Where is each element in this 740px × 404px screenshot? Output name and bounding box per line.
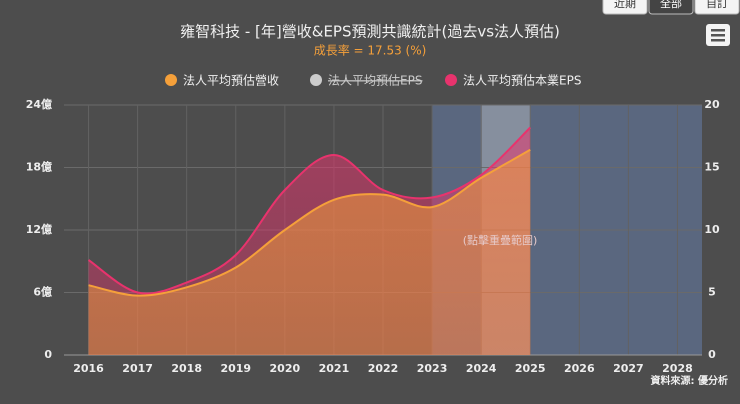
button[interactable] (694, 0, 740, 15)
legend-marker (165, 74, 177, 86)
chart-title: 雍智科技 - [年]營收&EPS預測共識統計(過去vs法人預估) (180, 23, 560, 41)
x-tick-label: 2021 (319, 362, 350, 375)
x-tick-label: 2016 (73, 362, 104, 375)
x-tick-label: 2025 (515, 362, 546, 375)
x-tick-label: 2026 (564, 362, 595, 375)
chart-subtitle: 成長率 = 17.53 (%) (314, 43, 427, 58)
range-buttons: 近期 全部 自訂 (602, 0, 740, 15)
menu-bar (711, 34, 725, 37)
y-tick-label: 0 (44, 348, 52, 361)
series-line (88, 148, 531, 297)
x-tick-label: 2027 (613, 362, 644, 375)
button[interactable] (602, 0, 648, 15)
y-tick-label: 6億 (33, 285, 52, 299)
y-tick-label: 12億 (26, 222, 52, 236)
y2-tick-label: 20 (704, 98, 720, 111)
x-tick-label: 2023 (417, 362, 448, 375)
y2-tick-label: 0 (708, 348, 716, 361)
x-tick-label: 2017 (122, 362, 153, 375)
y2-tick-label: 15 (704, 161, 719, 174)
menu-bar (711, 39, 725, 42)
legend-label: 法人平均預估本業EPS (463, 74, 581, 88)
series-line (87, 126, 531, 295)
y-tick-label: 24億 (26, 97, 52, 111)
x-tick-label: 2024 (466, 362, 497, 375)
source-note: 資料來源: 優分析 (651, 374, 728, 387)
button[interactable] (648, 0, 694, 15)
x-tick-label: 2018 (171, 362, 202, 375)
button-label[interactable]: 近期 (614, 0, 636, 10)
series-area (88, 149, 531, 355)
y2-tick-label: 5 (708, 286, 716, 299)
legend-marker (445, 74, 457, 86)
button-label[interactable]: 全部 (660, 0, 682, 10)
x-tick-label: 2019 (220, 362, 251, 375)
legend-marker (310, 74, 322, 86)
menu-bar (711, 29, 725, 32)
legend-label: 法人平均預估營收 (183, 74, 279, 88)
annotation: (點擊重疊範圍) (463, 233, 538, 247)
x-tick-label: 2028 (662, 362, 693, 375)
menu-icon[interactable] (706, 24, 730, 46)
y2-tick-label: 10 (704, 223, 720, 236)
x-tick-label: 2022 (368, 362, 399, 375)
legend-label: 法人平均預估EPS (328, 74, 422, 88)
y-tick-label: 18億 (26, 160, 52, 174)
button-label[interactable]: 自訂 (706, 0, 728, 10)
x-tick-label: 2020 (270, 362, 301, 375)
